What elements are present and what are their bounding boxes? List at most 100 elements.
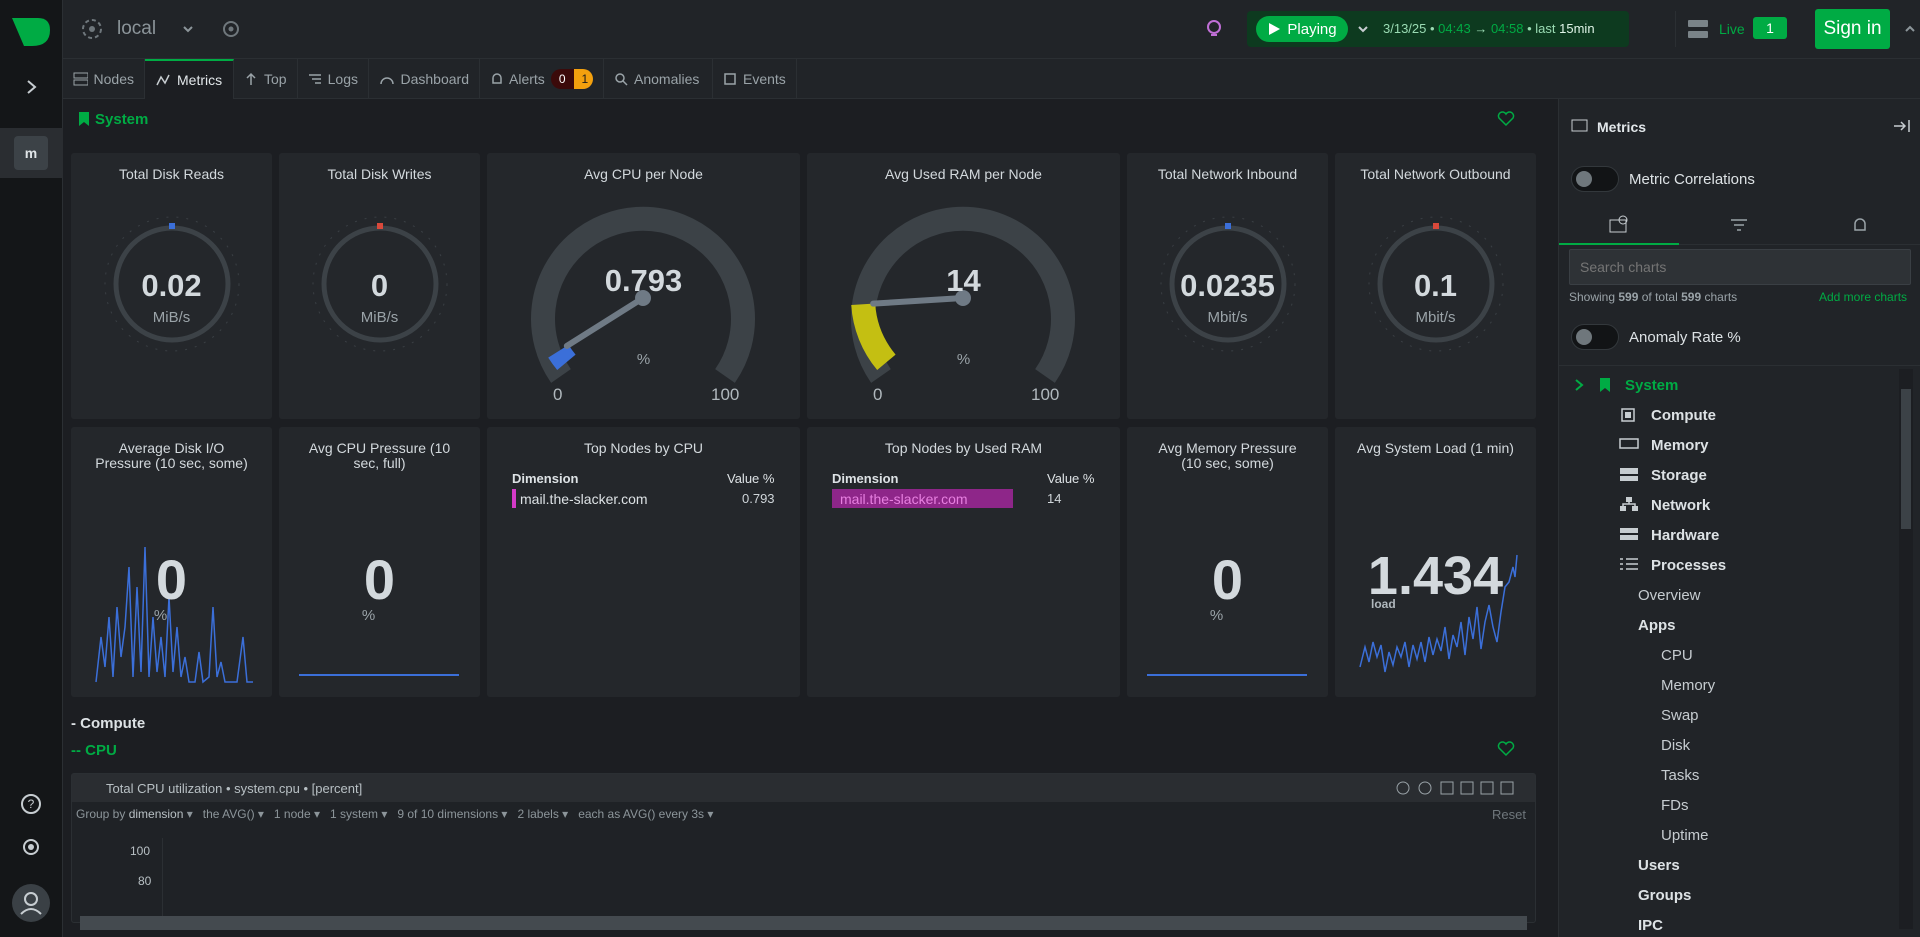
panel-system-load: Avg System Load (1 min) 1.434 load <box>1335 427 1536 697</box>
anomaly-rate-toggle[interactable] <box>1571 324 1619 350</box>
tree-processes[interactable]: Processes <box>1651 557 1727 574</box>
panel-total-disk-writes: Total Disk Writes 0 MiB/s <box>279 153 480 419</box>
filter-icon <box>1731 219 1747 231</box>
chart-filters[interactable]: Group by dimension ▾ the AVG() ▾ 1 node … <box>76 807 714 821</box>
tab-events[interactable]: Events <box>713 59 797 99</box>
room-name[interactable]: local <box>117 18 157 39</box>
arrow: → <box>1474 21 1488 36</box>
panel-title: Top Nodes by CPU <box>583 440 704 456</box>
tree-scrollbar[interactable] <box>1899 369 1913 929</box>
tree-storage[interactable]: Storage <box>1651 467 1707 484</box>
space-icon <box>82 19 102 39</box>
favorite-heart-icon[interactable] <box>1497 741 1515 757</box>
tree-chevron-right-icon[interactable] <box>1573 378 1585 392</box>
panel-title: Average Disk I/O Pressure (10 sec, some) <box>95 440 248 471</box>
playing-chevron-down-icon[interactable] <box>1356 22 1370 36</box>
tree-ipc[interactable]: IPC <box>1638 917 1664 934</box>
tab-dashboard[interactable]: Dashboard <box>369 59 480 99</box>
collapse-chevron-up-icon[interactable] <box>1903 22 1917 36</box>
bell-icon <box>1854 218 1866 231</box>
add-more-charts-link[interactable]: Add more charts <box>1819 290 1908 304</box>
y-axis <box>162 838 163 922</box>
settings-gear-icon[interactable] <box>20 836 42 858</box>
tab-nodes[interactable]: Nodes <box>63 59 145 99</box>
reset-button[interactable]: Reset <box>1492 807 1526 822</box>
panel-unit: % <box>1209 607 1224 624</box>
time-range[interactable]: 3/13/25 • 04:43 → 04:58 • last 15min <box>1383 21 1595 36</box>
chart-header: Total CPU utilization • system.cpu • [pe… <box>72 774 1535 802</box>
playing-label: Playing <box>1287 20 1337 38</box>
bookmark-icon <box>1600 378 1610 392</box>
charts-count-text: Showing 599 of total 599 charts <box>1569 290 1738 304</box>
side-panel-title: Metrics <box>1597 119 1647 135</box>
tab-alerts[interactable]: Alerts 0 1 <box>480 59 604 99</box>
tree-users[interactable]: Users <box>1638 857 1680 874</box>
gauge-unit: % <box>636 351 651 368</box>
tree-hardware[interactable]: Hardware <box>1651 527 1720 544</box>
panel-memory-pressure: Avg Memory Pressure (10 sec, some) 0 % <box>1127 427 1328 697</box>
lightbulb-icon[interactable] <box>1203 18 1225 40</box>
tree-overview[interactable]: Overview <box>1638 587 1701 604</box>
dimension-value: 14 <box>1047 491 1062 506</box>
search-charts-input[interactable] <box>1569 249 1911 285</box>
side-tab-charts[interactable] <box>1559 205 1679 245</box>
user-avatar[interactable] <box>12 884 50 922</box>
dimension-name[interactable]: mail.the-slacker.com <box>520 491 648 507</box>
tab-top[interactable]: Top <box>234 59 298 99</box>
collapse-panel-icon[interactable] <box>1893 119 1911 133</box>
gauge-unit: Mbit/s <box>1207 309 1248 326</box>
tree-memory[interactable]: Memory <box>1651 437 1709 454</box>
space-selector[interactable]: m <box>0 128 63 178</box>
tab-anomalies[interactable]: Anomalies <box>604 59 713 99</box>
dimension-value: 0.793 <box>742 491 775 506</box>
gauge-unit: MiB/s <box>360 309 399 326</box>
tree-apps-uptime[interactable]: Uptime <box>1661 827 1709 844</box>
warning-count-badge: 1 <box>573 69 593 89</box>
netdata-logo-icon[interactable] <box>10 14 52 50</box>
chart-toolbar-icons[interactable] <box>1395 780 1515 796</box>
space-avatar[interactable]: m <box>14 136 48 170</box>
playing-button[interactable]: Playing <box>1256 16 1348 42</box>
tree-apps-disk[interactable]: Disk <box>1661 737 1691 754</box>
side-tab-alerts[interactable] <box>1799 205 1920 245</box>
tab-logs[interactable]: Logs <box>298 59 369 99</box>
time-from: 04:43 <box>1438 21 1471 36</box>
help-icon[interactable]: ? <box>20 793 42 815</box>
panel-unit: % <box>361 607 376 624</box>
metric-correlations-toggle[interactable] <box>1571 166 1619 192</box>
side-tab-filters[interactable] <box>1679 205 1799 245</box>
tree-groups[interactable]: Groups <box>1638 887 1692 904</box>
tree-system[interactable]: System <box>1625 377 1679 394</box>
room-chevron-down-icon[interactable] <box>181 22 195 36</box>
room-settings-gear-icon[interactable] <box>220 18 242 40</box>
horizontal-scrollbar[interactable] <box>80 916 1527 930</box>
tree-network[interactable]: Network <box>1651 497 1711 514</box>
live-label: Live <box>1719 21 1745 37</box>
expand-chevron-icon[interactable] <box>22 78 40 96</box>
dimension-name[interactable]: mail.the-slacker.com <box>840 491 968 507</box>
nodes-status-icon[interactable] <box>1685 16 1711 42</box>
tree-apps-fds[interactable]: FDs <box>1661 797 1689 814</box>
tree-apps-swap[interactable]: Swap <box>1661 707 1699 724</box>
tree-apps-cpu[interactable]: CPU <box>1661 647 1693 664</box>
charts-tab-icon <box>1609 215 1628 233</box>
favorite-heart-icon[interactable] <box>1497 111 1515 127</box>
sign-in-button[interactable]: Sign in <box>1815 9 1890 49</box>
tree-compute[interactable]: Compute <box>1651 407 1716 424</box>
panel-top-nodes-ram: Top Nodes by Used RAM Dimension Value % … <box>807 427 1120 697</box>
half-gauge <box>851 206 1075 383</box>
tree-apps-tasks[interactable]: Tasks <box>1661 767 1700 784</box>
panel-value: 0 <box>155 548 188 611</box>
tree-apps[interactable]: Apps <box>1638 617 1676 634</box>
live-count-badge[interactable]: 1 <box>1753 17 1787 39</box>
gauge-max: 100 <box>711 385 740 404</box>
bell-icon <box>492 73 502 84</box>
tree-apps-memory[interactable]: Memory <box>1661 677 1716 694</box>
date-value: 3/13/25 <box>1383 21 1427 36</box>
gauge-unit: MiB/s <box>152 309 191 326</box>
cpu-utilization-chart: Total CPU utilization • system.cpu • [pe… <box>71 773 1536 930</box>
tree-scrollbar-thumb[interactable] <box>1901 389 1911 529</box>
tab-metrics[interactable]: Metrics <box>145 59 234 99</box>
dial-ring <box>1368 216 1504 352</box>
section-cpu-title: -- CPU <box>71 742 117 759</box>
